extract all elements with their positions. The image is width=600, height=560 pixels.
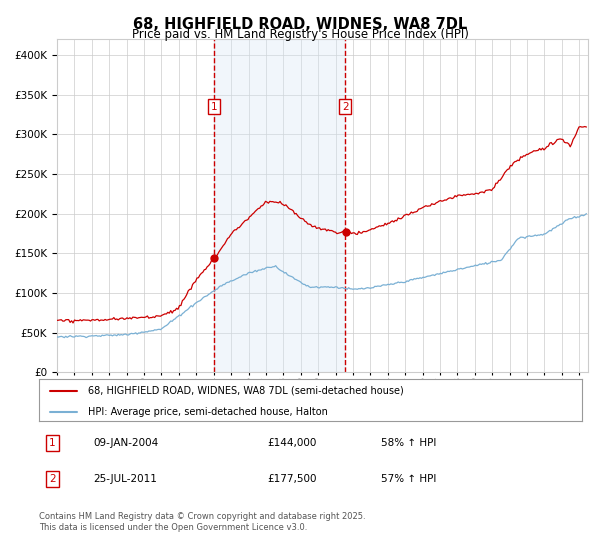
Text: 1: 1 [49,438,56,448]
Text: 1: 1 [211,101,218,111]
Bar [214,39,346,372]
Text: 57% ↑ HPI: 57% ↑ HPI [381,474,436,484]
Text: 25-JUL-2011: 25-JUL-2011 [94,474,157,484]
Text: 2: 2 [49,474,56,484]
Text: Contains HM Land Registry data © Crown copyright and database right 2025.
This d: Contains HM Land Registry data © Crown c… [39,512,365,532]
Text: 58% ↑ HPI: 58% ↑ HPI [381,438,436,448]
Text: 2: 2 [342,101,349,111]
Text: 68, HIGHFIELD ROAD, WIDNES, WA8 7DL: 68, HIGHFIELD ROAD, WIDNES, WA8 7DL [133,17,467,32]
Text: 68, HIGHFIELD ROAD, WIDNES, WA8 7DL (semi-detached house): 68, HIGHFIELD ROAD, WIDNES, WA8 7DL (sem… [88,386,404,396]
Text: £177,500: £177,500 [267,474,317,484]
Text: Price paid vs. HM Land Registry's House Price Index (HPI): Price paid vs. HM Land Registry's House … [131,28,469,41]
Text: HPI: Average price, semi-detached house, Halton: HPI: Average price, semi-detached house,… [88,407,328,417]
Text: £144,000: £144,000 [267,438,316,448]
Text: 09-JAN-2004: 09-JAN-2004 [94,438,158,448]
